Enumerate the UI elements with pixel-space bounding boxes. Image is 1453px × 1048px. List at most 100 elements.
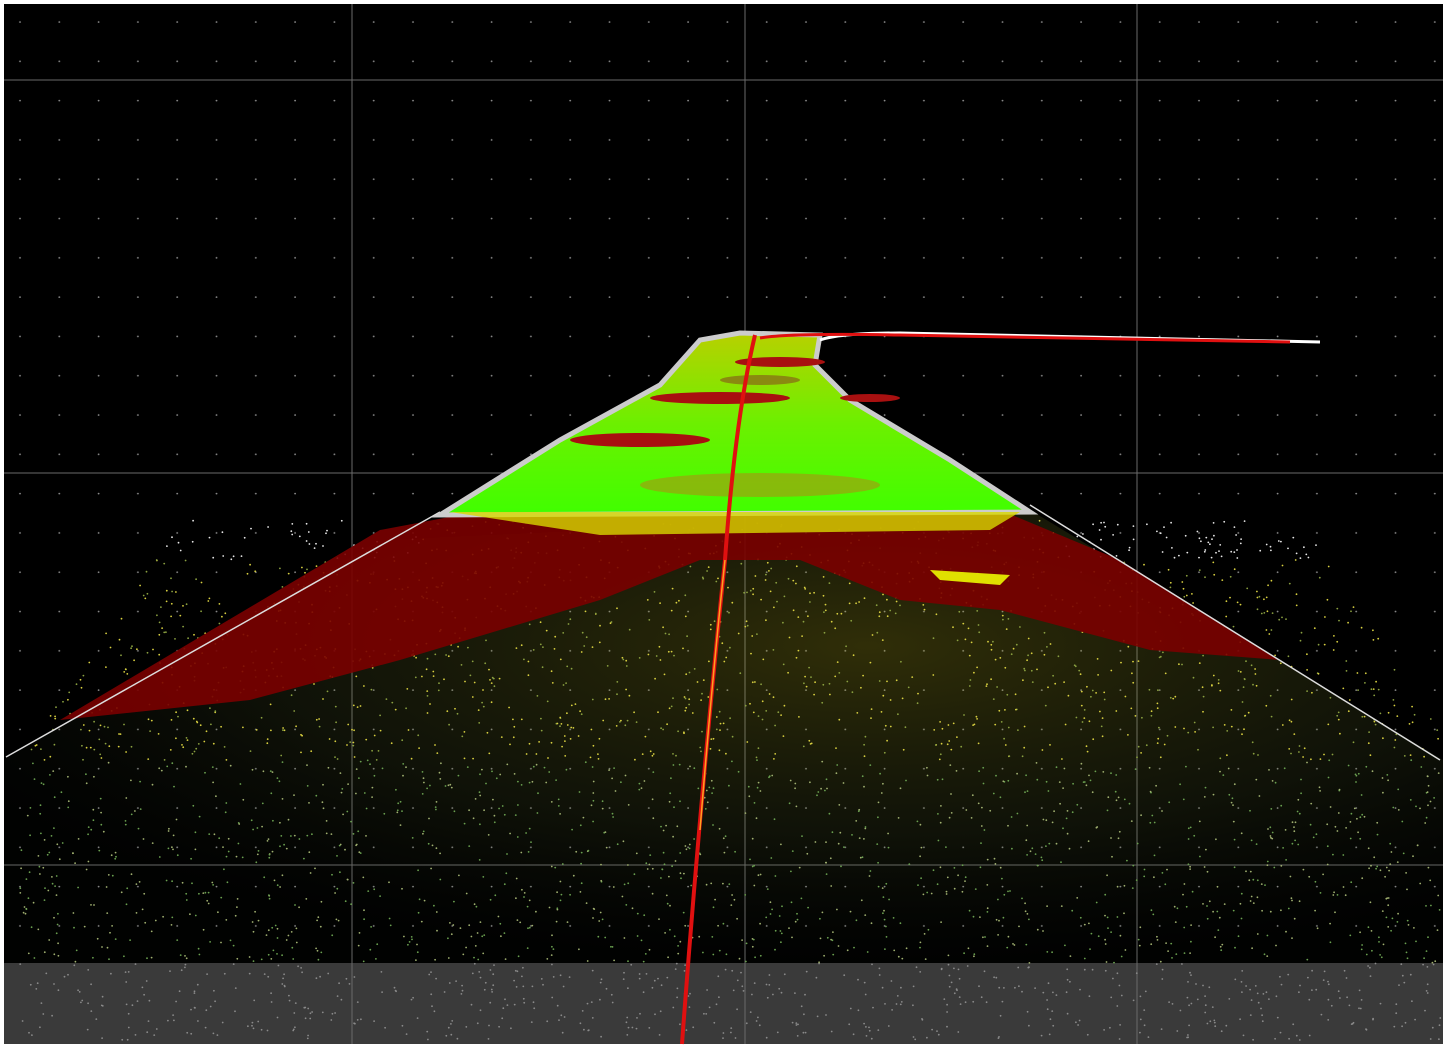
point: [767, 997, 769, 999]
point: [158, 654, 160, 656]
point: [995, 863, 997, 865]
point: [1161, 1028, 1163, 1030]
point: [462, 990, 464, 992]
point: [1284, 767, 1286, 769]
point: [1117, 972, 1119, 974]
point: [809, 601, 811, 603]
point: [267, 1030, 269, 1032]
point: [560, 659, 562, 661]
point: [560, 974, 562, 976]
point: [573, 875, 575, 877]
point: [659, 646, 661, 648]
point: [662, 869, 664, 871]
point: [565, 682, 567, 684]
point: [602, 919, 604, 921]
point: [513, 726, 515, 728]
point: [1107, 796, 1109, 798]
point: [1299, 745, 1301, 747]
point: [1348, 710, 1350, 712]
point: [825, 862, 827, 864]
point: [1144, 1024, 1146, 1026]
point: [1202, 903, 1204, 905]
point: [770, 857, 772, 859]
point: [1333, 649, 1335, 651]
point: [1151, 909, 1153, 911]
point: [755, 575, 757, 577]
point: [282, 978, 284, 980]
point: [540, 621, 542, 623]
point: [1167, 950, 1169, 952]
point: [175, 737, 177, 739]
point: [267, 840, 269, 842]
point: [391, 742, 393, 744]
point: [1357, 672, 1359, 674]
point: [479, 795, 481, 797]
point: [1140, 996, 1142, 998]
point: [1119, 1024, 1121, 1026]
point: [868, 1027, 870, 1029]
point: [980, 866, 982, 868]
point: [823, 611, 825, 613]
point: [564, 735, 566, 737]
point: [877, 1029, 879, 1031]
point: [109, 932, 111, 934]
point: [946, 1004, 948, 1006]
point: [823, 576, 825, 578]
point: [1339, 997, 1341, 999]
point: [1301, 632, 1303, 634]
point: [1234, 783, 1236, 785]
point: [1019, 626, 1021, 628]
point: [619, 721, 621, 723]
point: [1170, 582, 1172, 584]
point: [1335, 826, 1337, 828]
point: [1118, 797, 1120, 799]
point: [1145, 991, 1147, 993]
point: [625, 689, 627, 691]
point: [799, 867, 801, 869]
point: [1306, 653, 1308, 655]
point: [389, 918, 391, 920]
point: [1245, 660, 1247, 662]
point: [993, 976, 995, 978]
point: [1067, 979, 1069, 981]
point: [1170, 697, 1172, 699]
point: [668, 876, 670, 878]
point: [885, 926, 887, 928]
point: [293, 710, 295, 712]
point: [1375, 724, 1377, 726]
point: [73, 964, 75, 966]
point: [1165, 673, 1167, 675]
point: [864, 597, 866, 599]
point: [911, 676, 913, 678]
point: [536, 753, 538, 755]
point: [52, 883, 54, 885]
point: [1025, 944, 1027, 946]
point: [987, 641, 989, 643]
point: [1050, 643, 1052, 645]
point: [1241, 893, 1243, 895]
point: [509, 744, 511, 746]
point: [529, 828, 531, 830]
point: [1048, 790, 1050, 792]
point: [1297, 811, 1299, 813]
point: [1292, 821, 1294, 823]
point: [291, 947, 293, 949]
point: [1414, 714, 1416, 716]
point: [608, 698, 610, 700]
point: [499, 678, 501, 680]
point: [1120, 935, 1122, 937]
point: [1219, 690, 1221, 692]
point: [1327, 724, 1329, 726]
point: [1027, 790, 1029, 792]
point: [1092, 690, 1094, 692]
point: [1358, 1007, 1360, 1009]
point: [1138, 939, 1140, 941]
point: [1409, 723, 1411, 725]
point: [546, 958, 548, 960]
point: [1393, 1026, 1395, 1028]
point: [426, 690, 428, 692]
point: [902, 698, 904, 700]
point: [1439, 1024, 1441, 1026]
point: [680, 877, 682, 879]
point: [803, 682, 805, 684]
